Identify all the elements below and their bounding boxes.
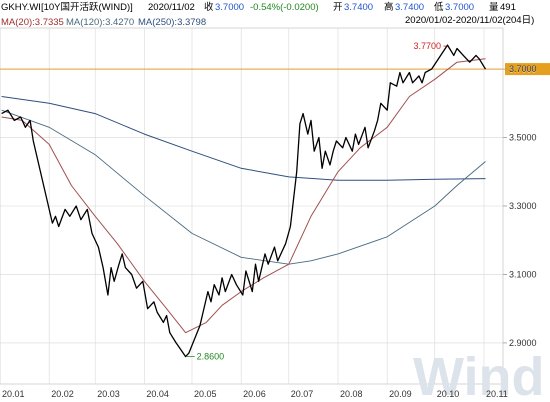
close-value: 3.7000 — [215, 2, 244, 13]
quote-date: 2020/11/02 — [148, 2, 195, 13]
price-line — [1, 44, 487, 358]
high-label: 高 — [384, 1, 394, 13]
x-tick-label: 20.10 — [437, 389, 460, 399]
y-tick-label: 3.1000 — [509, 269, 537, 279]
x-axis: 20.01 20.02 20.03 20.04 20.05 20.06 20.07 20.08… — [2, 389, 508, 399]
security-title: GKHY.WI[10Y国开活跃(WIND)] — [1, 1, 133, 13]
ma120-legend: MA(120):3.4270 — [66, 17, 134, 28]
low-value: 3.7000 — [445, 2, 474, 13]
volume-label: 量 — [489, 2, 499, 13]
ma20-legend: MA(20):3.7335 — [1, 17, 64, 28]
x-tick-label: 20.07 — [291, 389, 314, 399]
x-tick-label: 20.01 — [2, 389, 25, 399]
x-tick-label: 20.04 — [146, 389, 169, 399]
wind-watermark: Wind — [413, 347, 544, 402]
x-tick-label: 20.09 — [389, 389, 412, 399]
y-tick-label: 3.7000 — [509, 64, 537, 74]
y-axis: 2.9000 3.1000 3.3000 3.5000 3.7000 — [503, 64, 537, 348]
x-tick-label: 20.11 — [486, 389, 508, 399]
open-value: 3.7400 — [344, 2, 373, 13]
y-tick-label: 2.9000 — [509, 338, 537, 348]
y-tick-label: 3.3000 — [509, 201, 537, 211]
title-bar — [0, 0, 550, 13]
ma-legend-bar — [0, 15, 550, 28]
x-tick-label: 20.06 — [243, 389, 266, 399]
change-value: -0.54%(-0.0200) — [250, 2, 319, 13]
current-value-box — [505, 63, 550, 76]
ma250-legend: MA(250):3.3798 — [138, 17, 206, 28]
date-range: 2020/01/02-2020/11/02(204日) — [405, 15, 534, 26]
current-value-label: 3.7000 — [509, 65, 537, 75]
open-label: 开 — [333, 2, 343, 13]
volume-value: 491 — [500, 2, 516, 13]
x-tick-label: 20.05 — [194, 389, 217, 399]
x-tick-label: 20.03 — [97, 389, 120, 399]
high-value-label: 3.7700 — [413, 41, 441, 51]
series-lines — [0, 44, 503, 358]
ma250-line — [1, 96, 486, 181]
x-tick-label: 20.02 — [51, 389, 74, 399]
y-tick-label: 3.5000 — [509, 133, 537, 143]
low-value-label: 2.8600 — [197, 352, 225, 362]
high-value: 3.7400 — [395, 2, 424, 13]
low-label: 低 — [434, 1, 444, 13]
ma20-line — [1, 58, 486, 334]
x-tick-label: 20.08 — [340, 389, 363, 399]
gridlines — [0, 28, 503, 384]
annotations: 3.7700 2.8600 3.7000 — [186, 41, 550, 362]
close-label: 收 — [204, 1, 214, 13]
